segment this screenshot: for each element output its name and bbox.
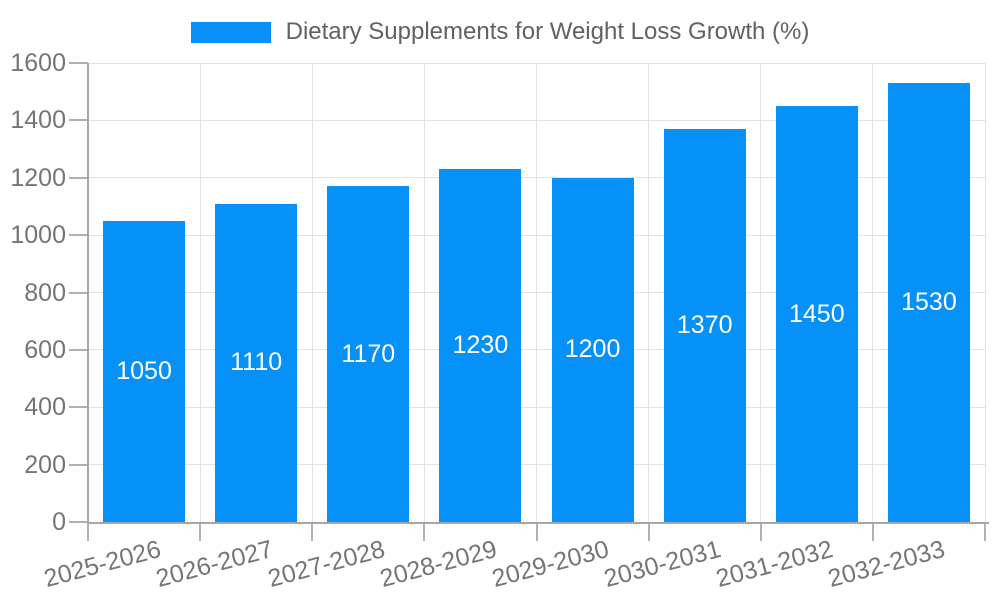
bar-value-label: 1230 [452, 331, 509, 360]
y-axis-tick [69, 291, 88, 294]
x-gridline [648, 63, 650, 522]
bar: 1230 [439, 169, 522, 522]
y-axis-tick-label: 800 [24, 278, 66, 307]
bar-value-label: 1450 [789, 299, 845, 328]
x-gridline [199, 63, 201, 522]
bar-value-label: 1200 [564, 335, 621, 364]
bar: 1200 [551, 177, 634, 522]
x-axis-tick [871, 522, 874, 541]
x-axis-line [88, 522, 989, 524]
x-axis-tick-label: 2025-2026 [40, 535, 164, 593]
x-axis-tick-label: 2028-2029 [376, 535, 500, 593]
y-axis-tick [69, 234, 88, 237]
x-gridline [423, 63, 425, 522]
x-axis-tick [311, 522, 314, 541]
x-axis-tick-label: 2029-2030 [489, 535, 612, 593]
x-axis-tick-label: 2030-2031 [601, 535, 724, 593]
x-axis-tick-label: 2027-2028 [264, 535, 388, 593]
y-axis-tick-label: 1200 [10, 163, 66, 192]
bar-value-label: 1110 [230, 348, 283, 377]
y-axis-tick-label: 200 [24, 450, 66, 479]
x-gridline [536, 63, 537, 522]
legend-label: Dietary Supplements for Weight Loss Grow… [285, 18, 810, 45]
y-axis-tick-label: 400 [24, 393, 66, 422]
bar-value-label: 1170 [341, 339, 396, 368]
x-axis-tick [535, 522, 538, 541]
x-axis-tick [647, 522, 650, 541]
y-axis-tick [69, 463, 88, 466]
x-axis-tick [984, 522, 986, 541]
x-axis-tick [199, 522, 202, 541]
x-axis-tick-label: 2026-2027 [152, 535, 276, 593]
y-axis-tick [69, 62, 88, 64]
y-axis-tick [69, 176, 88, 179]
y-axis-tick-label: 1400 [10, 106, 66, 135]
y-axis-line [87, 63, 89, 524]
x-axis-tick-label: 2032-2033 [825, 535, 949, 593]
bar: 1110 [215, 203, 298, 522]
bar: 1370 [663, 128, 746, 522]
x-axis-tick [423, 522, 426, 541]
y-axis-tick-label: 0 [52, 508, 66, 536]
y-axis-tick [69, 521, 88, 523]
x-gridline [760, 63, 762, 522]
x-axis-tick [87, 522, 89, 541]
x-gridline [984, 63, 986, 522]
bar-value-label: 1370 [676, 310, 733, 339]
legend: Dietary Supplements for Weight Loss Grow… [0, 18, 1000, 46]
bar: 1530 [887, 83, 970, 522]
bar: 1450 [775, 106, 858, 522]
y-axis-tick-label: 1600 [10, 49, 66, 77]
bar: 1050 [103, 220, 186, 522]
x-axis-tick-label: 2031-2032 [713, 535, 837, 593]
y-axis-tick [69, 348, 88, 351]
y-axis-tick-label: 1000 [10, 221, 66, 250]
x-axis-tick [759, 522, 762, 541]
legend-swatch [190, 21, 271, 43]
bar: 1170 [327, 186, 410, 522]
x-gridline [311, 63, 313, 522]
x-gridline [872, 63, 874, 522]
y-axis-tick [69, 406, 88, 409]
y-axis-tick [69, 119, 88, 122]
y-axis-tick-label: 600 [24, 335, 66, 364]
bar-value-label: 1530 [901, 288, 957, 317]
bar-value-label: 1050 [116, 356, 172, 385]
